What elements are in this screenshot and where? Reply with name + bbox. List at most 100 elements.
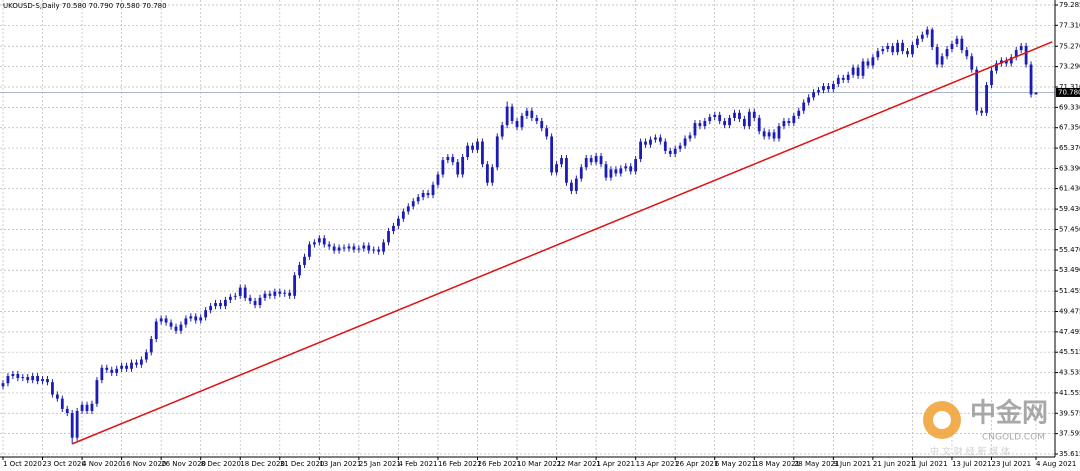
candle-body — [644, 141, 647, 145]
candle-body — [228, 296, 232, 300]
candle-body — [911, 44, 914, 55]
candle-body — [812, 92, 815, 98]
candle-body — [387, 231, 390, 243]
y-tick-label: 41.555 — [1059, 389, 1080, 397]
x-tick-label: 4 Aug 2021 — [1036, 460, 1076, 468]
candle-body — [792, 115, 796, 124]
candle-body — [520, 115, 524, 128]
y-tick-label: 71.310 — [1059, 83, 1080, 91]
x-tick-label: 4 Nov 2020 — [82, 460, 122, 468]
candle-body — [471, 145, 474, 150]
y-tick-label: 75.270 — [1059, 42, 1080, 50]
candle-body — [273, 291, 277, 296]
candle-body — [807, 97, 811, 103]
candle-body — [184, 318, 188, 325]
x-tick-label: 18 Dec 2020 — [240, 460, 285, 468]
candle-body — [60, 398, 64, 409]
candle-body — [46, 379, 49, 383]
y-tick-label: 49.475 — [1059, 307, 1080, 315]
candle-body — [179, 324, 183, 331]
candle-body — [85, 404, 89, 411]
x-tick-label: 22 Mar 2021 — [557, 460, 601, 468]
candle-body — [1019, 45, 1023, 51]
x-tick-label: 25 Jan 2021 — [359, 460, 401, 468]
candle-body — [308, 244, 311, 257]
y-tick-label: 79.285 — [1059, 1, 1080, 9]
candle-body — [688, 135, 692, 139]
candle-body — [871, 57, 875, 66]
candle-body — [930, 29, 934, 48]
candle-body — [327, 244, 331, 247]
candle-body — [80, 404, 84, 411]
candle-body — [55, 394, 59, 399]
candle-body — [288, 292, 292, 296]
candle-body — [728, 117, 731, 126]
candle-body — [154, 321, 158, 339]
candle-body — [940, 56, 944, 65]
candle-body — [189, 316, 193, 319]
candle-body — [915, 38, 919, 45]
y-tick-label: 53.490 — [1059, 266, 1080, 274]
candle-body — [599, 155, 603, 165]
candle-body — [619, 168, 623, 174]
candle-body — [263, 293, 267, 298]
candle-body — [782, 121, 786, 127]
y-tick-label: 57.450 — [1059, 226, 1080, 234]
candle-body — [579, 167, 583, 179]
candle-body — [298, 264, 301, 276]
candle-body — [233, 295, 237, 297]
x-tick-label: 6 May 2021 — [715, 460, 756, 468]
candle-body — [16, 373, 20, 379]
candle-body — [169, 322, 173, 327]
candle-body — [461, 157, 465, 175]
candle-body — [377, 249, 381, 252]
candle-body — [530, 110, 534, 118]
candle-body — [322, 238, 326, 245]
candle-body — [174, 326, 178, 331]
candle-body — [139, 359, 143, 365]
candle-body — [199, 317, 203, 321]
candle-body — [861, 61, 865, 76]
candle-body — [194, 316, 198, 321]
candle-body — [446, 157, 450, 161]
candle-body — [31, 376, 35, 381]
candle-body — [891, 45, 895, 53]
candle-body — [708, 116, 712, 122]
candle-body — [219, 303, 222, 307]
watermark: 中金网 CNGOLD.COM 中 文 财 经 新 媒 体 — [923, 398, 1048, 458]
candle-body — [352, 246, 356, 250]
candle-body — [955, 38, 959, 44]
candle-body — [416, 197, 420, 202]
x-tick-label: 10 Mar 2021 — [517, 460, 561, 468]
candle-body — [149, 338, 153, 353]
candle-body — [836, 77, 840, 85]
candle-body — [278, 291, 282, 294]
candle-body — [683, 138, 687, 146]
candle-body — [500, 125, 504, 137]
candle-body — [841, 77, 845, 80]
candle-body — [881, 49, 885, 52]
x-tick-label: 9 Jun 2021 — [833, 460, 871, 468]
x-tick-label: 28 May 2021 — [794, 460, 840, 468]
candle-body — [649, 139, 652, 145]
candle-body — [980, 110, 984, 113]
candle-body — [466, 145, 470, 158]
candle-body — [382, 242, 385, 252]
candle-body — [41, 379, 44, 382]
candle-body — [303, 256, 306, 265]
candle-body — [609, 169, 613, 178]
candle-body — [248, 297, 252, 301]
candle-body — [11, 373, 15, 377]
candle-body — [856, 67, 860, 76]
candle-body — [253, 300, 257, 306]
candle-body — [723, 121, 727, 126]
candle-body — [960, 38, 964, 51]
candle-body — [540, 121, 544, 129]
logo-inner — [933, 411, 951, 429]
candle-body — [896, 42, 900, 53]
y-tick-label: 77.310 — [1059, 21, 1080, 29]
candle-body — [120, 365, 124, 369]
